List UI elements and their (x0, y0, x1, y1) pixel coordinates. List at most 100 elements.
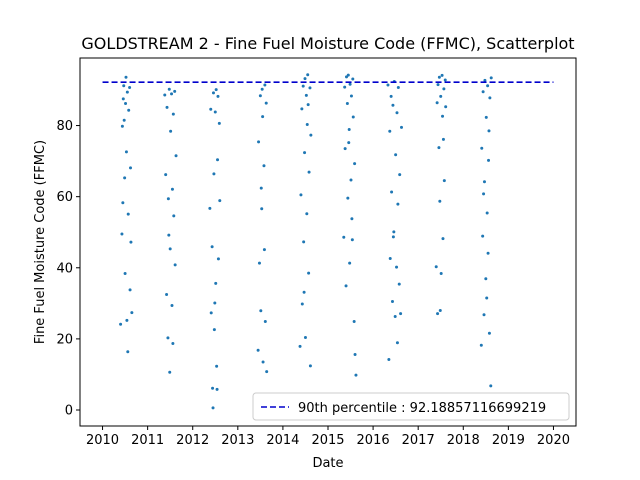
data-point (212, 172, 216, 176)
data-point (167, 87, 171, 91)
data-point (395, 265, 399, 269)
data-point (263, 319, 267, 323)
data-point (488, 96, 492, 100)
data-point (388, 129, 392, 133)
data-point (257, 140, 261, 144)
data-point (172, 214, 176, 218)
data-point (443, 78, 447, 82)
data-point (391, 103, 395, 107)
data-point (444, 105, 448, 109)
data-point (263, 83, 267, 87)
x-tick-label: 2010 (86, 433, 119, 448)
data-point (307, 271, 311, 275)
data-point (307, 170, 311, 174)
data-point (211, 386, 215, 390)
data-point (173, 89, 177, 93)
data-point (397, 282, 401, 286)
data-point (129, 166, 133, 170)
data-point (393, 314, 397, 318)
data-point (485, 296, 489, 300)
data-point (120, 232, 124, 236)
data-point (343, 85, 347, 89)
data-point (264, 101, 268, 105)
data-point (164, 173, 168, 177)
y-axis: 0 20 40 60 80 (56, 119, 80, 419)
data-point (442, 179, 446, 183)
data-point (487, 129, 491, 133)
data-point (441, 237, 445, 241)
data-point (390, 300, 394, 304)
data-point (259, 186, 263, 190)
data-point (170, 92, 174, 96)
data-point (399, 312, 403, 316)
data-point (210, 245, 214, 249)
data-point (124, 75, 128, 79)
data-point (481, 234, 485, 238)
data-point (441, 114, 445, 118)
data-point (303, 335, 307, 339)
data-point (386, 83, 390, 87)
data-point (126, 212, 130, 216)
data-point (123, 176, 127, 180)
data-point (442, 87, 446, 91)
data-point (482, 180, 486, 184)
data-point (208, 206, 212, 210)
data-point (166, 336, 170, 340)
data-point (396, 86, 400, 90)
data-point (349, 178, 353, 182)
data-point (434, 265, 438, 269)
data-point (127, 108, 131, 112)
data-point (129, 240, 133, 244)
data-point (301, 84, 305, 88)
data-point (170, 303, 174, 307)
data-point (351, 77, 355, 81)
data-point (262, 248, 266, 252)
legend-box (252, 392, 570, 421)
y-tick-label: 60 (56, 190, 73, 205)
data-point (213, 301, 217, 305)
data-point (124, 102, 128, 106)
data-point (489, 76, 493, 80)
data-point (302, 290, 306, 294)
data-point (218, 199, 222, 203)
data-point (257, 261, 261, 265)
data-point (348, 261, 352, 265)
data-point (303, 151, 307, 155)
data-point (308, 86, 312, 90)
data-point (437, 146, 441, 150)
data-point (128, 288, 132, 292)
data-point (353, 353, 357, 357)
data-point (303, 77, 307, 81)
data-point (484, 277, 488, 281)
data-point (487, 158, 491, 162)
data-point (258, 94, 262, 98)
x-tick-label: 2018 (447, 433, 480, 448)
data-point (436, 83, 440, 87)
data-point (348, 82, 352, 86)
x-tick-label: 2020 (537, 433, 570, 448)
data-point (213, 110, 217, 114)
data-point (441, 137, 445, 141)
data-point (123, 271, 127, 275)
data-point (435, 101, 439, 105)
data-point (483, 78, 487, 82)
data-point (261, 115, 265, 119)
data-point (165, 105, 169, 109)
data-point (391, 235, 395, 239)
y-tick-label: 40 (56, 261, 73, 276)
data-point (216, 94, 220, 98)
data-point (438, 199, 442, 203)
data-point (211, 91, 215, 95)
data-point (125, 318, 129, 322)
x-tick-label: 2011 (131, 433, 164, 448)
data-point (215, 364, 219, 368)
x-tick-label: 2014 (266, 433, 299, 448)
data-point (394, 153, 398, 157)
chart-title: GOLDSTREAM 2 - Fine Fuel Moisture Code (… (81, 34, 574, 53)
data-point (306, 73, 310, 77)
data-point (163, 93, 167, 97)
data-point (209, 107, 213, 111)
data-point (389, 94, 393, 98)
data-point (211, 406, 215, 410)
data-point (395, 341, 399, 345)
